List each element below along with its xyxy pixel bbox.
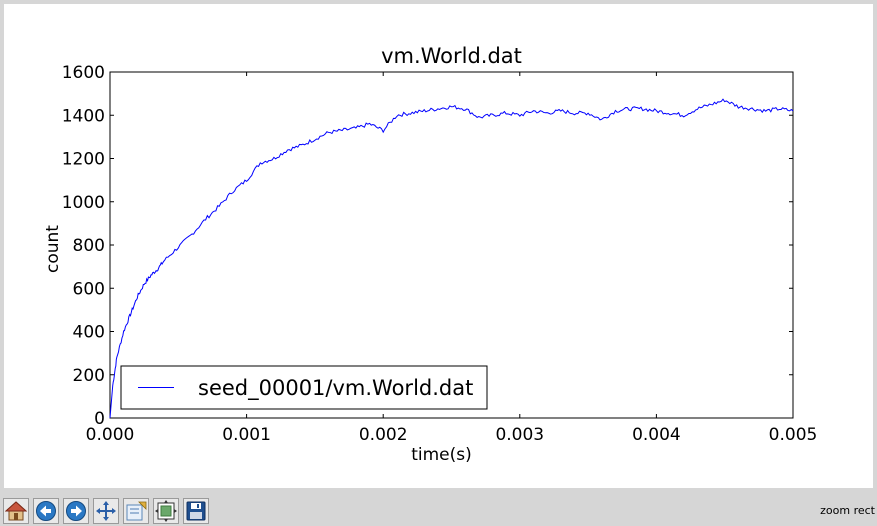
back-arrow-icon <box>36 501 56 521</box>
zoom-to-rect-icon <box>126 501 147 521</box>
back-button[interactable] <box>33 498 59 524</box>
forward-arrow-icon <box>66 501 86 521</box>
pan-button[interactable] <box>93 498 119 524</box>
y-tick-label: 200 <box>73 366 105 386</box>
zoom-to-rect-button[interactable] <box>123 498 149 524</box>
legend-box <box>120 365 488 410</box>
legend-label: seed_00001/vm.World.dat <box>198 376 473 401</box>
y-tick-label: 800 <box>73 236 105 256</box>
y-tick-label: 0 <box>94 409 105 429</box>
subplots-configure-button[interactable] <box>153 498 179 524</box>
chart-title: vm.World.dat <box>381 44 522 68</box>
x-tick-label: 0.004 <box>632 425 681 445</box>
plot-area[interactable]: vm.World.dat 0.000 0.001 0.002 0.003 0.004 0.0… <box>4 4 873 488</box>
x-tick-label: 0.002 <box>359 425 408 445</box>
x-tick-label: 0.005 <box>769 425 818 445</box>
y-axis-label: count <box>43 225 63 273</box>
status-message: zoom rect <box>820 504 875 517</box>
home-icon <box>5 501 27 521</box>
home-button[interactable] <box>3 498 29 524</box>
x-tick-label: 0.003 <box>495 425 544 445</box>
x-axis-label: time(s) <box>411 445 472 465</box>
y-tick-label: 600 <box>73 279 105 299</box>
x-tick-label: 0.000 <box>86 425 135 445</box>
subplots-configure-icon <box>155 500 177 522</box>
figure-canvas[interactable]: vm.World.dat 0.000 0.001 0.002 0.003 0.004 0.0… <box>4 4 873 488</box>
y-tick-label: 1600 <box>62 63 105 83</box>
save-button[interactable] <box>183 498 209 524</box>
pan-icon <box>96 501 116 521</box>
y-tick-label: 400 <box>73 323 105 343</box>
y-tick-label: 1400 <box>62 106 105 126</box>
save-icon <box>186 501 206 521</box>
y-tick-label: 1000 <box>62 193 105 213</box>
navigation-toolbar: zoom rect <box>0 490 877 526</box>
x-tick-label: 0.001 <box>222 425 271 445</box>
y-tick-label: 1200 <box>62 150 105 170</box>
forward-button[interactable] <box>63 498 89 524</box>
series-line <box>109 98 794 419</box>
